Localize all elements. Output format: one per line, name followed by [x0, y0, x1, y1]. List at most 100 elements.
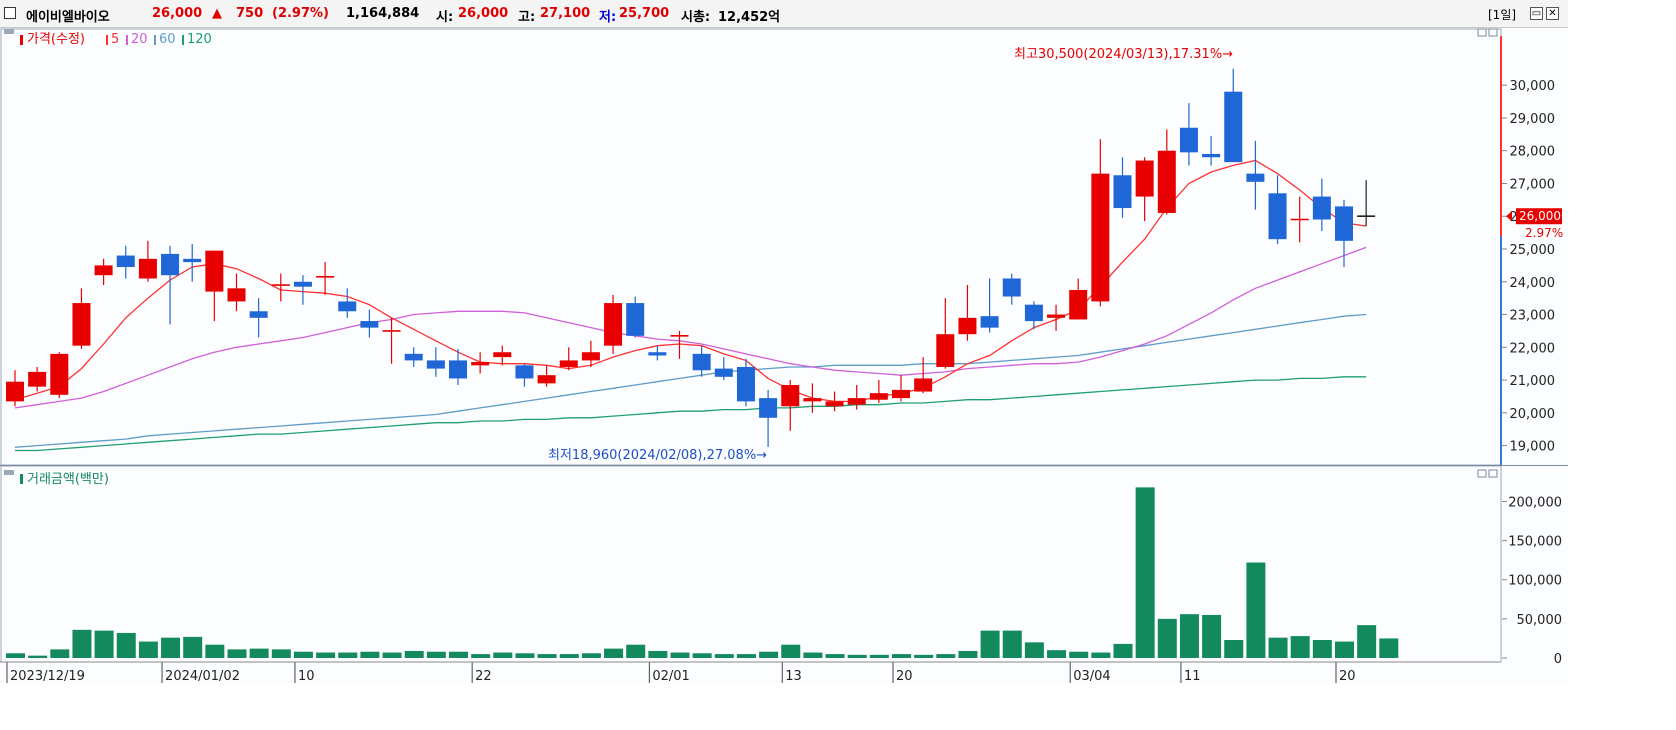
volume-bar	[72, 629, 92, 658]
candle	[1335, 199, 1353, 268]
low-label: 저:	[599, 10, 617, 25]
volume-bar	[892, 654, 911, 658]
volume-tick-label: 150,000	[1508, 535, 1562, 550]
candle-body	[338, 301, 357, 312]
volume-bar	[1091, 652, 1111, 658]
candle-body	[471, 362, 490, 366]
ma5-swatch	[106, 35, 108, 45]
volume-bar	[1290, 636, 1310, 658]
volume-bar	[869, 654, 889, 658]
up-range-bar	[1500, 36, 1502, 236]
price-tick-label: 23,000	[1510, 309, 1556, 324]
candle-body	[803, 398, 822, 402]
current-price-box	[1516, 208, 1562, 225]
volume-tick-label: 50,000	[1517, 613, 1563, 628]
panel-close-icon[interactable]	[1488, 28, 1498, 37]
candle-body	[781, 384, 800, 407]
volume-bar	[404, 650, 424, 658]
volume-bar	[604, 648, 624, 658]
volume-panel-handle-icon[interactable]	[4, 470, 14, 475]
candle-body	[449, 360, 467, 379]
volume-bar	[936, 654, 956, 658]
volume-panel-max-icon[interactable]	[1477, 469, 1487, 478]
volume-bar-layer	[6, 487, 1399, 658]
volume-bar	[1135, 487, 1155, 658]
restore-icon[interactable]: ▭	[1530, 7, 1543, 20]
moving-average-layer	[14, 159, 1367, 452]
candle	[1002, 273, 1021, 305]
candle-body	[94, 265, 113, 276]
candle	[515, 363, 534, 387]
candle-body	[116, 255, 135, 268]
candle	[914, 357, 933, 394]
candle	[1357, 180, 1376, 227]
candle	[205, 250, 224, 322]
candle	[94, 258, 113, 286]
volume-value: 1,164,884	[346, 6, 420, 21]
volume-legend-swatch	[20, 474, 23, 484]
candle-body	[72, 303, 91, 346]
panel-handle-icon[interactable]	[4, 29, 14, 34]
candle	[161, 245, 180, 325]
volume-legend-title: 거래금액(백만)	[27, 472, 109, 487]
candle	[869, 380, 888, 404]
current-price-arrow-icon	[1506, 211, 1512, 222]
high-annotation: 최고30,500(2024/03/13),17.31%→	[1014, 47, 1233, 62]
candle	[1224, 68, 1243, 163]
price-legend-swatch	[20, 35, 23, 45]
candle	[604, 294, 623, 354]
volume-bar	[1179, 614, 1199, 658]
low-value: 25,700	[619, 6, 670, 21]
close-icon[interactable]: ✕	[1546, 7, 1559, 20]
candle-body	[825, 401, 844, 407]
candle-body	[1047, 314, 1066, 318]
candle-body	[161, 253, 180, 276]
candle	[227, 273, 246, 312]
ma20-legend: 20	[131, 32, 148, 47]
volume-bar	[293, 651, 313, 658]
candle	[736, 358, 755, 407]
date-tick-label: 20	[1339, 669, 1356, 683]
candle-body	[847, 398, 866, 405]
candle-body	[759, 398, 778, 418]
volume-bar	[360, 651, 380, 658]
candle	[271, 273, 290, 302]
select-checkbox[interactable]	[4, 7, 16, 19]
chart-canvas[interactable]: 가격(수정) 5 20 60 120 거래금액(백만) 19,000 20,000…	[0, 28, 1568, 683]
candle-body	[6, 381, 24, 402]
ma20-swatch	[126, 35, 128, 45]
volume-bar	[980, 630, 1000, 658]
ma120-line	[15, 376, 1367, 452]
candle-body	[869, 393, 888, 400]
period-selector[interactable]: [1일]	[1488, 8, 1517, 22]
high-value: 27,100	[540, 6, 591, 21]
candle	[50, 352, 69, 399]
volume-panel-close-icon[interactable]	[1488, 469, 1498, 478]
price-tick-label: 28,000	[1510, 145, 1556, 160]
candle	[338, 288, 357, 318]
price-tick-label: 20,000	[1510, 407, 1556, 422]
volume-bar	[271, 649, 291, 658]
volume-bar	[581, 653, 601, 658]
volume-bar	[714, 654, 734, 658]
volume-bar	[426, 651, 446, 658]
volume-bar	[28, 655, 48, 658]
candle	[1135, 157, 1154, 222]
candle	[249, 298, 268, 338]
date-x-axis: 2023/12/19 2024/01/02 10 22 02/01 13 20 03/04 11…	[0, 661, 1500, 683]
candle	[1024, 301, 1043, 330]
volume-bar	[50, 649, 70, 658]
price-legend-title: 가격(수정)	[27, 32, 85, 47]
candle-body	[692, 353, 711, 371]
volume-bar	[1069, 651, 1089, 658]
candle-body	[892, 389, 910, 399]
candle	[72, 288, 91, 349]
candle-body	[28, 371, 47, 387]
panel-max-icon[interactable]	[1477, 28, 1487, 37]
candle	[426, 347, 445, 377]
candle	[1202, 135, 1221, 166]
stock-name[interactable]: 에이비엘바이오	[26, 10, 110, 25]
volume-bar	[1335, 641, 1354, 658]
volume-bar	[205, 644, 225, 658]
ma60-swatch	[154, 35, 156, 45]
